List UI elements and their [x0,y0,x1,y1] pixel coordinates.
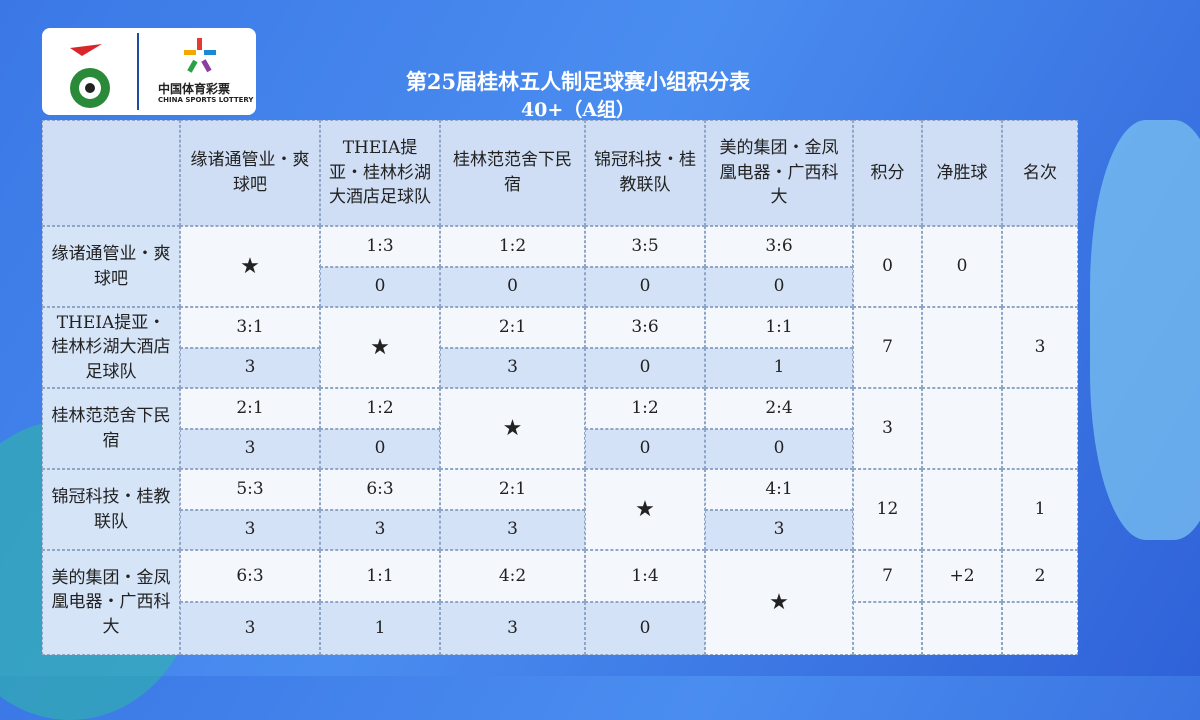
diagonal-star: ★ [180,226,320,307]
points-cell: 0 [320,266,440,307]
points-cell: 3 [180,602,320,655]
lottery-icon [184,38,216,73]
points-cell: 3 [440,509,585,550]
team-name: THEIA提亚・桂林杉湖大酒店足球队 [42,307,180,388]
logo-icon [70,33,139,110]
points-cell: 1 [705,347,853,388]
score-cell: 1:4 [585,550,705,602]
points-cell: 0 [705,266,853,307]
points-cell: 0 [585,428,705,469]
header-cell: 缘诸通管业・爽球吧 [180,120,320,226]
points-cell: 0 [853,226,922,307]
points-cell: 7 [853,307,922,388]
header-cell: 美的集团・金凤凰电器・广西科大 [705,120,853,226]
points-cell: 3 [180,428,320,469]
points-cell: 3 [180,509,320,550]
corner-cell [42,120,180,226]
score-cell: 2:1 [180,388,320,429]
title: 第25届桂林五人制足球赛小组积分表 [405,69,751,94]
score-cell: 1:1 [320,550,440,602]
points-cell: 0 [585,602,705,655]
points-cell: 3 [705,509,853,550]
score-cell: 2:4 [705,388,853,429]
points-cell: 0 [585,266,705,307]
team-name: 美的集团・金凤凰电器・广西科大 [42,550,180,655]
points-cell: 1 [320,602,440,655]
points-cell: 3 [440,602,585,655]
rank-cell [1002,388,1078,469]
points-cell: 3 [853,388,922,469]
net-cell [922,307,1002,388]
header-cell: 名次 [1002,120,1078,226]
net-cell [922,469,1002,550]
score-cell: 2:1 [440,307,585,348]
score-cell: 3:1 [180,307,320,348]
logo-name: 中国体育彩票 [158,82,231,96]
points-cell: 0 [705,428,853,469]
points-cell: 3 [440,347,585,388]
team-name: 桂林范范舍下民宿 [42,388,180,469]
standings-table: 缘诸通管业・爽球吧 THEIA提亚・桂林杉湖大酒店足球队 桂林范范舍下民宿 锦冠科技・… [42,120,1078,655]
score-cell: 3:5 [585,226,705,267]
score-cell: 1:2 [320,388,440,429]
team-name: 锦冠科技・桂教联队 [42,469,180,550]
rank-cell [1002,602,1078,655]
header-cell: THEIA提亚・桂林杉湖大酒店足球队 [320,120,440,226]
points-cell: 12 [853,469,922,550]
score-cell: 3:6 [705,226,853,267]
score-cell: 6:3 [180,550,320,602]
header-cell: 桂林范范舍下民宿 [440,120,585,226]
net-cell: +2 [922,550,1002,602]
diagonal-star: ★ [585,469,705,550]
decor [1090,120,1200,540]
score-cell: 2:1 [440,469,585,510]
net-cell [922,388,1002,469]
rank-cell: 1 [1002,469,1078,550]
rank-cell [1002,226,1078,307]
logo: 中国体育彩票 CHINA SPORTS LOTTERY [42,28,256,115]
score-cell: 4:1 [705,469,853,510]
logo-name-en: CHINA SPORTS LOTTERY [158,96,254,104]
points-cell: 3 [180,347,320,388]
score-cell: 1:3 [320,226,440,267]
points-cell [853,602,922,655]
points-cell: 0 [320,428,440,469]
score-cell: 1:1 [705,307,853,348]
score-cell: 6:3 [320,469,440,510]
team-name: 缘诸通管业・爽球吧 [42,226,180,307]
subtitle: 40+（A组） [520,99,636,121]
rank-cell: 3 [1002,307,1078,388]
diagonal-star: ★ [440,388,585,469]
rank-cell: 2 [1002,550,1078,602]
score-cell: 4:2 [440,550,585,602]
points-cell: 7 [853,550,922,602]
diagonal-star: ★ [705,550,853,655]
points-cell: 3 [320,509,440,550]
score-cell: 1:2 [585,388,705,429]
score-cell: 3:6 [585,307,705,348]
header-cell: 锦冠科技・桂教联队 [585,120,705,226]
net-cell: 0 [922,226,1002,307]
score-cell: 5:3 [180,469,320,510]
diagonal-star: ★ [320,307,440,388]
score-cell: 1:2 [440,226,585,267]
header-cell: 净胜球 [922,120,1002,226]
points-cell: 0 [440,266,585,307]
points-cell: 0 [585,347,705,388]
header-cell: 积分 [853,120,922,226]
net-cell [922,602,1002,655]
